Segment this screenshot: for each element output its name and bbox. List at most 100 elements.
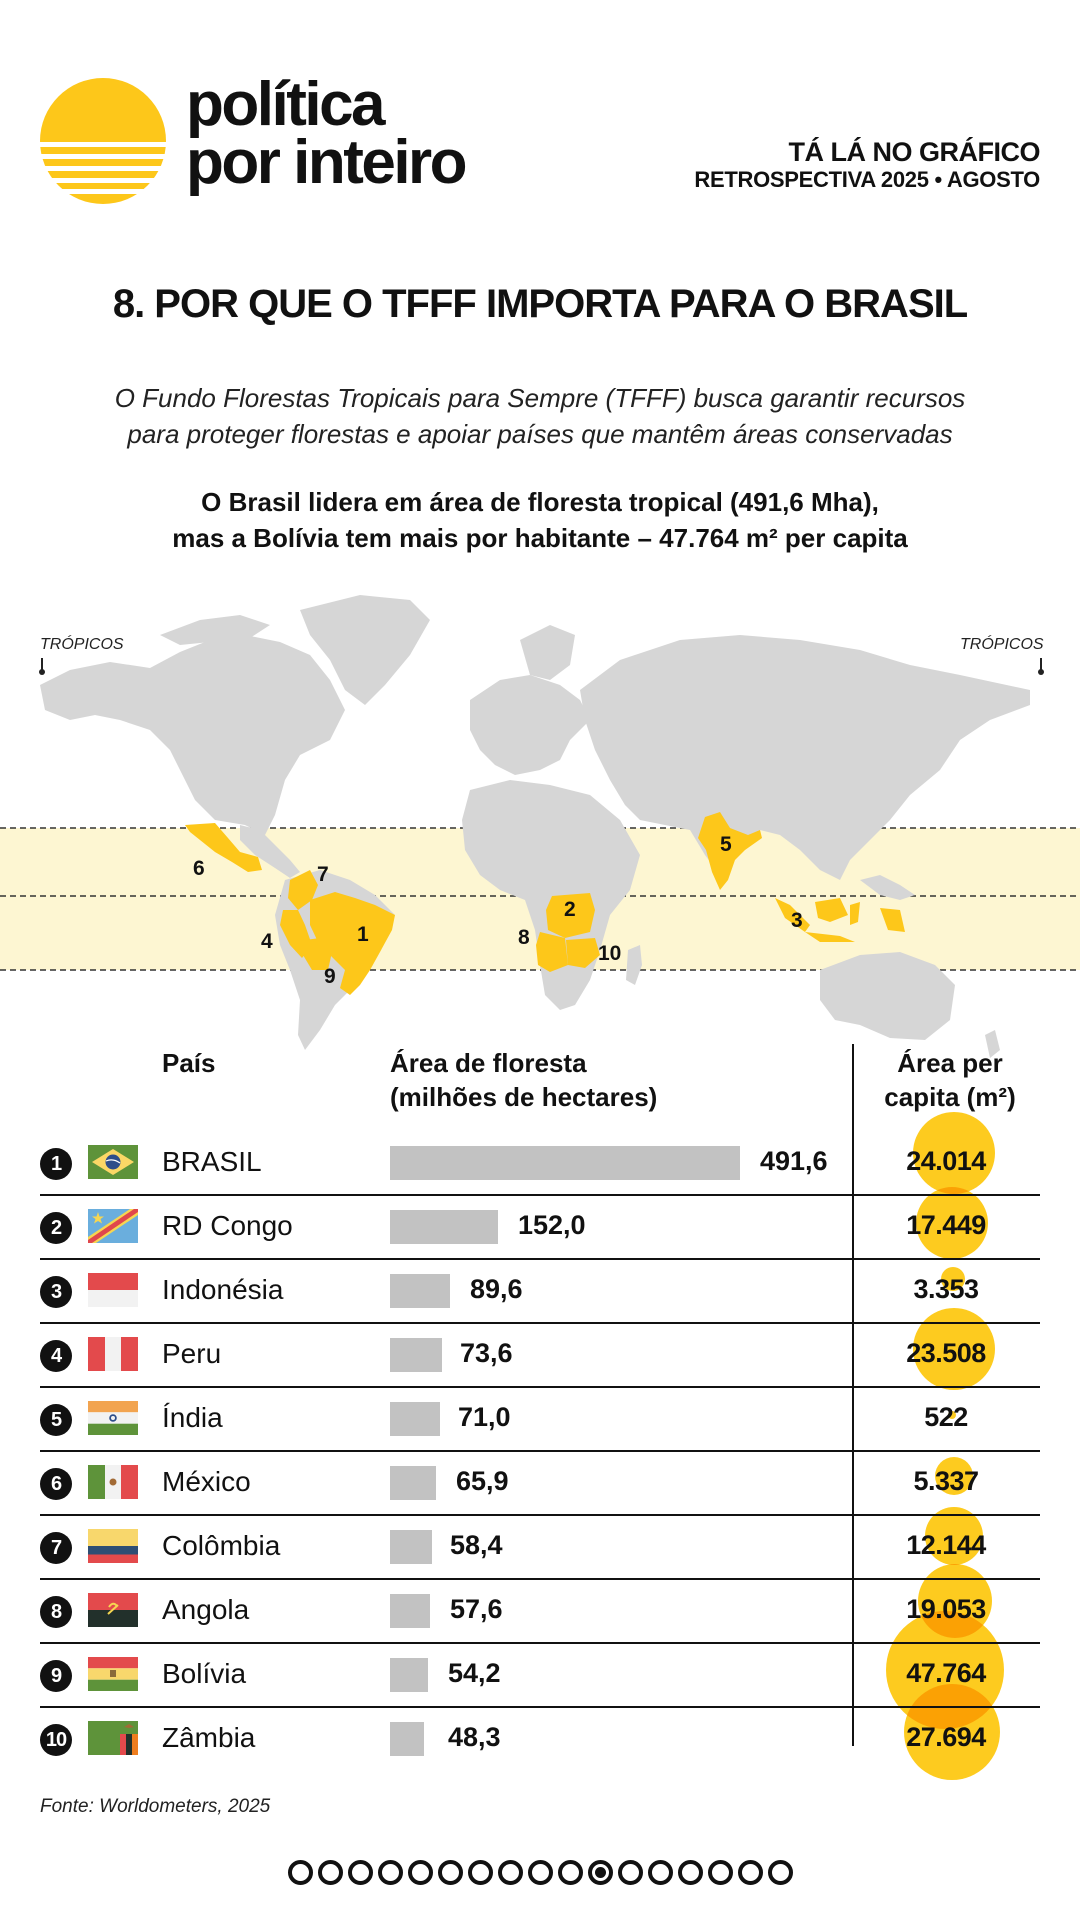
- row-divider: [40, 1706, 1040, 1708]
- per-capita-bubble: [941, 1267, 965, 1291]
- per-capita-value: 12.144: [906, 1530, 986, 1560]
- map-marker-8: 8: [518, 926, 530, 949]
- forest-area-value: 71,0: [458, 1402, 511, 1432]
- forest-area-bar: [390, 1146, 740, 1180]
- forest-area-bar: [390, 1722, 424, 1756]
- brand-wordmark: política por inteiro: [186, 74, 468, 197]
- brazil-shape: [310, 892, 395, 995]
- page-dot-17[interactable]: [767, 1860, 793, 1885]
- page-dot-16[interactable]: [737, 1860, 763, 1885]
- table-row: 8 Angola 57,6 19.053: [40, 1580, 1040, 1644]
- per-capita-bubble: [913, 1112, 995, 1194]
- forest-area-header-line-1: Área de floresta: [390, 1048, 587, 1078]
- table-row: 5 Índia 71,0 522: [40, 1388, 1040, 1452]
- per-capita-value: 27.694: [906, 1722, 986, 1752]
- rank-badge: 8: [40, 1596, 72, 1628]
- per-capita-bubble: [935, 1457, 973, 1495]
- country-name: Angola: [162, 1594, 250, 1625]
- zambia-flag-icon: [88, 1721, 138, 1755]
- per-capita-value: 522: [924, 1402, 968, 1432]
- country-name: BRASIL: [162, 1146, 262, 1177]
- map-marker-6: 6: [193, 857, 205, 880]
- country-name: Bolívia: [162, 1658, 247, 1689]
- source-note: Fonte: Worldometers, 2025: [40, 1796, 271, 1817]
- forest-area-value: 54,2: [448, 1658, 501, 1688]
- forest-area-bar: [390, 1658, 428, 1692]
- tropics-arrow-right-icon: [1038, 658, 1044, 675]
- table-row: 10 Zâmbia 48,3 27.694: [40, 1708, 1040, 1772]
- per-capita-value: 5.337: [913, 1466, 979, 1496]
- indonesia-flag-icon: [88, 1273, 138, 1307]
- page-dot-4[interactable]: [377, 1860, 403, 1885]
- page-dot-3[interactable]: [347, 1860, 373, 1885]
- country-name: Peru: [162, 1338, 222, 1369]
- peru-flag-icon: [88, 1337, 138, 1371]
- map-marker-4: 4: [261, 930, 273, 953]
- map-marker-7: 7: [317, 863, 329, 886]
- rank-badge: 4: [40, 1340, 72, 1372]
- page-dot-6[interactable]: [437, 1860, 463, 1885]
- zambia-shape: [566, 938, 600, 968]
- page-dot-8[interactable]: [497, 1860, 523, 1885]
- country-name: Colômbia: [162, 1530, 281, 1561]
- page-dot-10[interactable]: [557, 1860, 583, 1885]
- forest-area-bar: [390, 1594, 430, 1628]
- row-divider: [40, 1578, 1040, 1580]
- page-dot-15[interactable]: [707, 1860, 733, 1885]
- tropics-label-right: TRÓPICOS: [960, 636, 1044, 653]
- column-header-per-capita: Área per capita (m²): [860, 1046, 1040, 1114]
- per-capita-bubble: [913, 1308, 995, 1390]
- map-marker-2: 2: [564, 898, 576, 921]
- kicker-subtitle: RETROSPECTIVA 2025 • AGOSTO: [694, 167, 1040, 192]
- bolivia-shape: [303, 938, 332, 970]
- column-divider: [852, 1044, 854, 1746]
- per-capita-bubble: [904, 1684, 1000, 1780]
- rank-badge: 3: [40, 1276, 72, 1308]
- country-name: Indonésia: [162, 1274, 284, 1305]
- per-capita-header-line-1: Área per: [897, 1048, 1003, 1078]
- per-capita-value: 17.449: [906, 1210, 986, 1240]
- page-dot-5[interactable]: [407, 1860, 433, 1885]
- map-marker-10: 10: [598, 942, 622, 965]
- forest-area-bar: [390, 1274, 450, 1308]
- country-name: Índia: [162, 1402, 223, 1433]
- country-name: RD Congo: [162, 1210, 293, 1241]
- page-dot-2[interactable]: [317, 1860, 343, 1885]
- carousel-pagination: [0, 1860, 1080, 1885]
- column-header-country: País: [162, 1048, 216, 1078]
- page-dot-13[interactable]: [647, 1860, 673, 1885]
- page-dot-9[interactable]: [527, 1860, 553, 1885]
- world-map: TRÓPICOS TRÓPICOS 1 2 3 4 5 6 7 8 9 10: [0, 580, 1080, 1060]
- angola-flag-icon: [88, 1593, 138, 1627]
- page-dot-1[interactable]: [287, 1860, 313, 1885]
- brand-line-2: por inteiro: [186, 128, 468, 197]
- dr-congo-shape: [546, 893, 595, 938]
- table-row: 1 BRASIL 491,6 24.014: [40, 1132, 1040, 1196]
- map-marker-5: 5: [720, 833, 732, 856]
- headline-line-1: O Brasil lidera em área de floresta trop…: [201, 487, 879, 517]
- intro-text: O Fundo Florestas Tropicais para Sempre …: [0, 380, 1080, 452]
- header: política por inteiro TÁ LÁ NO GRÁFICO RE…: [0, 0, 1080, 230]
- brazil-flag-icon: [88, 1145, 138, 1179]
- indonesia-shape-papua: [880, 908, 905, 932]
- forest-area-value: 57,6: [450, 1594, 503, 1624]
- map-marker-9: 9: [324, 965, 336, 988]
- forest-area-bar: [390, 1338, 442, 1372]
- table-row: 6 México 65,9 5.337: [40, 1452, 1040, 1516]
- dr-congo-flag-icon: [88, 1209, 138, 1243]
- per-capita-bubble: [948, 1411, 956, 1419]
- forest-area-bar: [390, 1466, 436, 1500]
- forest-area-value: 58,4: [450, 1530, 503, 1560]
- india-shape: [698, 812, 762, 890]
- page-dot-7[interactable]: [467, 1860, 493, 1885]
- intro-line-2: para proteger florestas e apoiar países …: [127, 419, 953, 449]
- per-capita-value: 3.353: [913, 1274, 979, 1304]
- page-dot-11-active[interactable]: [587, 1860, 613, 1885]
- page-title: 8. POR QUE O TFFF IMPORTA PARA O BRASIL: [112, 282, 968, 326]
- tropics-arrow-left-icon: [39, 658, 45, 675]
- forest-area-bar: [390, 1402, 440, 1436]
- page-dot-12[interactable]: [617, 1860, 643, 1885]
- page-dot-14[interactable]: [677, 1860, 703, 1885]
- indonesia-shape-java: [805, 932, 855, 942]
- indonesia-shape-borneo: [815, 898, 848, 922]
